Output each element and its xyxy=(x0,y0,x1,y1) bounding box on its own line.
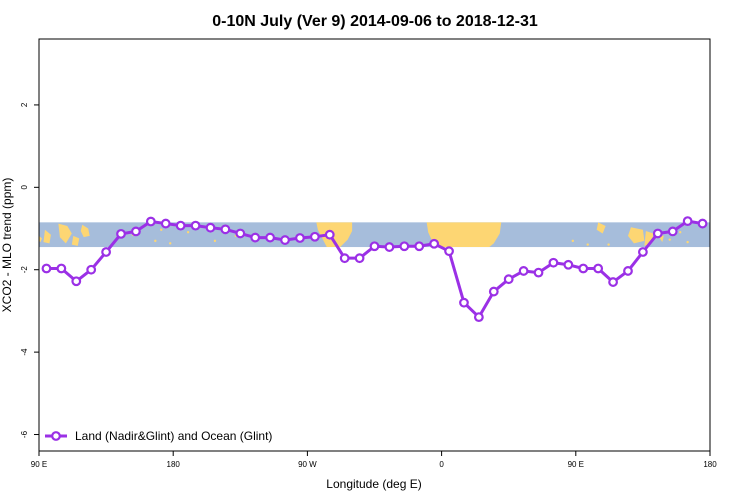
data-point xyxy=(384,242,395,252)
data-point xyxy=(160,218,171,229)
x-tick-label: 90 E xyxy=(31,460,47,469)
legend-marker xyxy=(51,431,61,441)
land-island xyxy=(686,240,689,244)
data-point xyxy=(56,263,67,274)
land-island xyxy=(213,239,217,243)
data-point xyxy=(503,274,514,285)
data-point xyxy=(682,216,693,227)
plot-frame xyxy=(38,38,711,452)
y-tick-label: 2 xyxy=(20,102,29,107)
land-island xyxy=(668,238,671,241)
land-island xyxy=(678,231,682,234)
x-tick-label: 0 xyxy=(439,460,444,469)
x-tick-label: 90 E xyxy=(568,460,584,469)
x-tick-label: 180 xyxy=(703,460,717,469)
data-point xyxy=(563,259,574,270)
land-indonesia-south xyxy=(71,235,80,246)
land-island xyxy=(607,243,610,246)
data-point xyxy=(205,222,216,233)
land-sumatra-edge xyxy=(39,235,42,243)
data-point xyxy=(280,235,290,245)
data-point xyxy=(41,263,52,274)
land-island xyxy=(586,243,589,246)
x-axis-label: Longitude (deg E) xyxy=(326,477,421,491)
land-east-sumatra xyxy=(596,222,606,234)
data-point xyxy=(354,253,365,264)
x-tick-label: 90 W xyxy=(298,460,317,469)
data-point xyxy=(235,228,246,239)
land-borneo-east xyxy=(627,227,645,244)
data-point xyxy=(488,286,499,297)
data-point xyxy=(533,267,544,278)
legend-label: Land (Nadir&Glint) and Ocean (Glint) xyxy=(75,429,272,443)
data-point xyxy=(369,241,380,252)
data-point xyxy=(652,228,663,239)
data-point xyxy=(295,233,305,243)
data-point xyxy=(623,266,633,276)
data-point xyxy=(638,247,648,257)
data-point xyxy=(71,276,82,287)
y-tick-label: -2 xyxy=(20,266,29,274)
y-axis-label: XCO2 - MLO trend (ppm) xyxy=(0,178,14,313)
land-island xyxy=(160,228,163,231)
y-tick-label: 0 xyxy=(20,185,29,190)
legend: Land (Nadir&Glint) and Ocean (Glint) xyxy=(45,429,272,443)
land-celebes-west xyxy=(80,224,90,238)
data-point xyxy=(101,247,111,257)
chart-title: 0-10N July (Ver 9) 2014-09-06 to 2018-12… xyxy=(212,13,538,30)
land-island xyxy=(154,239,157,243)
data-point xyxy=(697,218,708,229)
data-point xyxy=(578,263,589,274)
data-point xyxy=(339,253,350,264)
data-point xyxy=(548,257,559,268)
data-point xyxy=(175,220,186,231)
data-point xyxy=(667,226,678,237)
land-sumatra-west xyxy=(43,229,51,244)
data-point xyxy=(399,241,410,252)
data-point xyxy=(116,228,126,239)
y-tick-label: -6 xyxy=(20,430,29,438)
data-point xyxy=(145,216,156,227)
series-layer xyxy=(41,216,708,323)
data-point xyxy=(518,266,529,276)
data-point xyxy=(324,229,335,240)
data-point xyxy=(309,231,320,242)
data-point xyxy=(190,220,201,231)
data-point xyxy=(593,263,604,274)
data-point xyxy=(473,312,484,323)
land-island xyxy=(571,239,575,243)
data-point xyxy=(220,224,231,235)
y-axis: 2 0 -2 -4 -6 xyxy=(20,102,39,438)
data-point xyxy=(414,241,425,252)
data-point xyxy=(265,232,276,243)
data-point xyxy=(429,238,440,249)
land-island xyxy=(186,231,190,234)
x-axis: 90 E 180 90 W 0 90 E 180 xyxy=(31,451,717,469)
land-island xyxy=(169,242,172,245)
data-point xyxy=(444,246,454,257)
x-tick-label: 180 xyxy=(167,460,181,469)
data-point xyxy=(250,232,261,243)
data-point xyxy=(86,264,97,275)
data-point xyxy=(608,277,618,287)
data-point xyxy=(131,226,141,237)
land-africa xyxy=(426,222,502,248)
y-tick-label: -4 xyxy=(20,348,29,356)
data-point xyxy=(459,297,469,308)
land-indonesia-west xyxy=(58,223,72,244)
